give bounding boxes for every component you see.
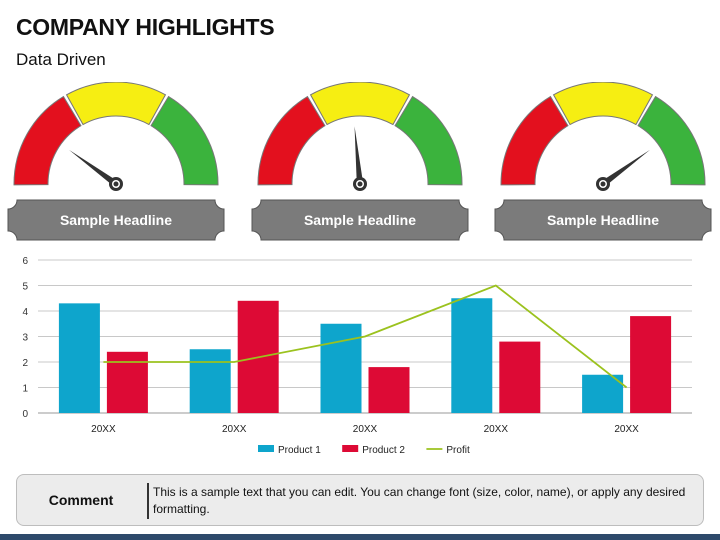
comment-box: Comment This is a sample text that you c… — [16, 474, 704, 526]
x-tick-label: 20XX — [484, 424, 509, 435]
bar-product-2 — [368, 367, 410, 413]
comment-divider — [147, 483, 149, 519]
headline-text: Sample Headline — [59, 212, 173, 228]
bar-product-1 — [320, 323, 362, 413]
legend-label: Profit — [446, 445, 470, 456]
gauge-segment-mid — [552, 81, 654, 126]
line-profit — [103, 284, 628, 389]
page-subtitle: Data Driven — [16, 50, 106, 69]
bar-product-2 — [499, 341, 541, 413]
legend-swatch — [258, 445, 274, 452]
headline-box-2: Sample Headline — [251, 199, 469, 241]
y-tick-label: 2 — [22, 358, 28, 369]
headline-banner-shape — [494, 199, 712, 241]
y-tick-label: 6 — [22, 256, 28, 267]
headline-box-1: Sample Headline — [7, 199, 225, 241]
bar-product-1 — [58, 303, 100, 413]
gauge-segment-high — [394, 95, 463, 186]
gauge-needle — [69, 149, 118, 187]
headline-box-3: Sample Headline — [494, 199, 712, 241]
footer-bar — [0, 534, 720, 540]
x-tick-label: 20XX — [614, 424, 639, 435]
comment-label: Comment — [48, 492, 114, 508]
x-tick-label: 20XX — [353, 424, 378, 435]
gauge-segment-low — [500, 95, 569, 186]
y-tick-label: 4 — [22, 307, 28, 318]
bar-product-2 — [106, 351, 148, 413]
gauge-segment-mid — [65, 81, 167, 126]
x-tick-label: 20XX — [222, 424, 247, 435]
headline-text: Sample Headline — [303, 212, 417, 228]
legend-swatch — [342, 445, 359, 452]
y-tick-label: 5 — [22, 282, 28, 293]
bar-product-1 — [582, 374, 624, 413]
gauge-needle — [601, 149, 650, 187]
bar-product-2 — [630, 316, 672, 413]
gauge-segment-high — [637, 95, 706, 186]
page-title: COMPANY HIGHLIGHTS — [16, 14, 275, 40]
y-tick-label: 1 — [22, 384, 28, 395]
headline-text: Sample Headline — [546, 212, 660, 228]
gauge-segment-mid — [309, 81, 411, 126]
gauge-segment-high — [150, 95, 219, 186]
legend-label: Product 2 — [362, 445, 405, 456]
gauge-segment-low — [257, 95, 326, 186]
gauge-3 — [499, 81, 707, 192]
headline-banner-shape — [7, 199, 225, 241]
gauge-1 — [12, 81, 220, 192]
bar-product-1 — [451, 298, 493, 413]
legend-label: Product 1 — [278, 445, 321, 456]
gauge-pivot-dot — [600, 181, 606, 187]
gauge-needle — [354, 126, 364, 185]
y-tick-label: 3 — [22, 333, 28, 344]
gauge-segment-low — [13, 95, 82, 186]
gauge-pivot-dot — [357, 181, 363, 187]
gauge-dial — [257, 81, 463, 191]
gauge-pivot-dot — [113, 181, 119, 187]
combo-chart: 0 1 2 3 4 5 6 20XX 20XX 20XX 20XX 20XX Product 1 Prod… — [22, 256, 692, 456]
bar-product-1 — [189, 349, 231, 413]
x-tick-label: 20XX — [91, 424, 116, 435]
gauge-dial — [500, 81, 706, 191]
headline-banner-shape — [251, 199, 469, 241]
gauge-dial — [13, 81, 219, 191]
y-tick-label: 0 — [22, 409, 28, 420]
gauge-2 — [256, 81, 464, 192]
comment-text: This is a sample text that you can edit.… — [153, 485, 686, 516]
